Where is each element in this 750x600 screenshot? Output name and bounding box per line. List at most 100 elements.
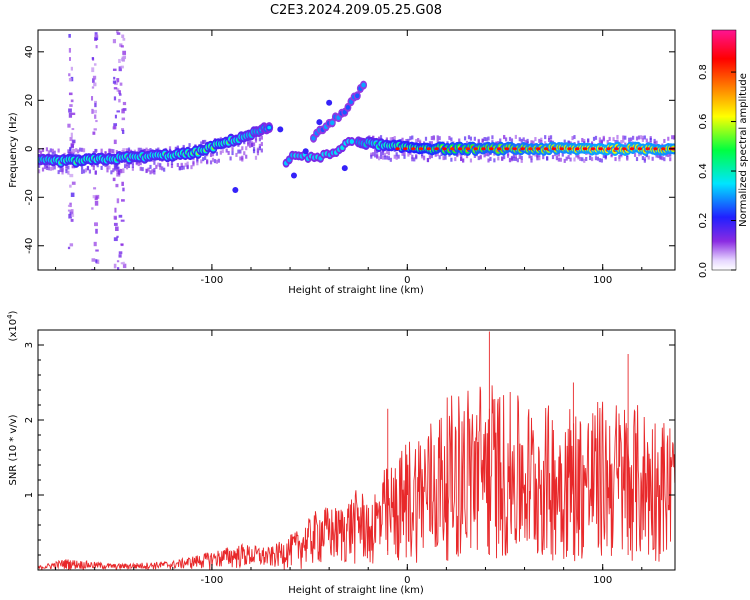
heatmap-cell: [69, 243, 74, 247]
heatmap-cell: [671, 135, 674, 140]
heatmap-cell: [159, 163, 162, 168]
heatmap-cell: [370, 154, 373, 159]
spectrogram-x-label: Height of straight line (km): [288, 285, 424, 296]
heatmap-cell: [454, 157, 457, 162]
heatmap-cell: [573, 157, 576, 162]
heatmap-cell: [629, 147, 635, 151]
heatmap-cell: [592, 136, 596, 141]
heatmap-cell: [426, 147, 431, 151]
heatmap-cell: [551, 147, 557, 151]
heatmap-cell: [170, 164, 174, 169]
snr-x-tick-label: -100: [201, 575, 224, 586]
heatmap-cell: [125, 162, 129, 167]
heatmap-cell: [121, 181, 124, 186]
heatmap-cell: [45, 166, 49, 171]
heatmap-cell: [624, 135, 627, 140]
heatmap-cell: [557, 152, 560, 157]
heatmap-cell: [349, 139, 355, 144]
heatmap-cell: [639, 135, 643, 140]
heatmap-cell: [409, 136, 412, 141]
heatmap-cell: [418, 147, 424, 151]
heatmap-cell: [465, 147, 471, 151]
heatmap-cell: [653, 147, 658, 151]
heatmap-cell: [125, 148, 129, 153]
heatmap-cell: [249, 143, 252, 148]
heatmap-cell: [376, 153, 379, 158]
heatmap-cell: [415, 138, 418, 143]
heatmap-cell: [71, 151, 74, 156]
heatmap-cell: [565, 156, 568, 161]
snr-y-ticks: 1 2 3: [24, 342, 675, 556]
heatmap-cell: [113, 215, 117, 220]
heatmap-cell: [229, 156, 232, 161]
heatmap-cell: [45, 163, 49, 168]
heatmap-cell: [93, 128, 97, 131]
heatmap-cell: [401, 137, 404, 142]
snr-x-tick-label: 100: [593, 575, 612, 586]
heatmap-cell: [118, 254, 122, 258]
heatmap-cell: [637, 147, 643, 151]
heatmap-cell: [637, 135, 641, 140]
heatmap-cell: [330, 120, 335, 126]
heatmap-cell: [532, 140, 535, 145]
heatmap-cell: [249, 139, 252, 144]
heatmap-cell: [583, 139, 586, 144]
heatmap-cell: [473, 153, 476, 158]
heatmap-cell: [508, 136, 512, 141]
heatmap-cell: [522, 137, 525, 142]
heatmap-cell: [67, 165, 70, 170]
heatmap-cell: [528, 147, 533, 151]
heatmap-cell: [383, 152, 387, 157]
heatmap-cell: [393, 154, 396, 159]
heatmap-cell: [121, 128, 125, 132]
heatmap-cell: [91, 57, 94, 60]
heatmap-cell: [113, 263, 117, 269]
heatmap-cell: [614, 139, 617, 144]
heatmap-cell: [254, 138, 258, 143]
heatmap-cell: [450, 157, 453, 162]
heatmap-cell: [403, 154, 406, 159]
heatmap-cell: [633, 152, 637, 157]
heatmap-cell: [659, 155, 662, 160]
heatmap-cell: [426, 158, 430, 163]
heatmap-cell: [530, 140, 533, 145]
heatmap-cell: [67, 170, 70, 175]
heatmap-cell: [544, 141, 547, 146]
heatmap-cell: [125, 165, 129, 170]
heatmap-cell: [70, 76, 74, 82]
heatmap-cell: [118, 58, 121, 63]
heatmap-cell: [520, 155, 523, 160]
heatmap-cell: [546, 156, 549, 161]
heatmap-cell: [573, 135, 576, 140]
heatmap-cell: [49, 166, 52, 171]
heatmap-cell: [38, 169, 41, 174]
heatmap-cell: [510, 138, 514, 143]
heatmap-cell: [122, 187, 125, 192]
heatmap-cell: [131, 163, 134, 168]
heatmap-cell: [614, 147, 619, 151]
heatmap-cell: [239, 149, 242, 154]
heatmap-cell: [116, 260, 120, 263]
heatmap-cell: [430, 141, 433, 146]
spectrogram-panel: -100 0 100 -40 -20 0 20 40 Height of straight …: [8, 29, 676, 296]
heatmap-cell: [543, 147, 549, 151]
heatmap-cell: [536, 147, 541, 151]
heatmap-cell: [473, 136, 476, 141]
heatmap-cell: [506, 153, 510, 158]
heatmap-cell: [252, 147, 256, 152]
heatmap-cell: [196, 157, 199, 162]
heatmap-cell: [47, 166, 50, 171]
heatmap-cell: [374, 153, 377, 158]
heatmap-cell: [57, 170, 60, 175]
heatmap-cell: [116, 30, 119, 34]
heatmap-cell: [372, 152, 375, 157]
heatmap-cell: [69, 137, 73, 142]
heatmap-cell: [397, 154, 400, 159]
heatmap-cell: [661, 156, 664, 161]
heatmap-cell: [442, 147, 447, 151]
heatmap-cell: [112, 149, 115, 154]
heatmap-cell: [121, 199, 125, 202]
heatmap-cell: [235, 152, 238, 157]
heatmap-cell: [113, 139, 117, 145]
heatmap-cell: [211, 157, 215, 162]
